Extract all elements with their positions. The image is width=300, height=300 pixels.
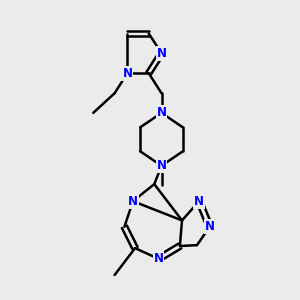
Text: N: N xyxy=(128,195,138,208)
Text: N: N xyxy=(157,106,166,119)
Text: N: N xyxy=(157,159,166,172)
Text: N: N xyxy=(154,252,164,265)
Text: N: N xyxy=(205,220,215,233)
Text: N: N xyxy=(194,195,204,208)
Text: N: N xyxy=(157,46,166,60)
Text: N: N xyxy=(122,67,132,80)
